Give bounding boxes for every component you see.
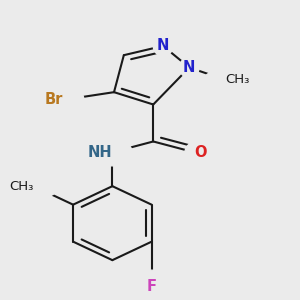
Text: Br: Br	[45, 92, 63, 107]
Ellipse shape	[43, 85, 84, 114]
Ellipse shape	[93, 139, 132, 166]
Text: F: F	[147, 279, 157, 294]
Ellipse shape	[185, 143, 203, 162]
Ellipse shape	[143, 270, 160, 287]
Ellipse shape	[179, 57, 199, 78]
Text: CH₃: CH₃	[225, 73, 250, 86]
Text: N: N	[183, 60, 195, 75]
Ellipse shape	[9, 173, 59, 199]
Text: NH: NH	[88, 145, 112, 160]
Text: N: N	[157, 38, 169, 53]
Ellipse shape	[204, 69, 246, 91]
Text: CH₃: CH₃	[10, 180, 34, 193]
Text: O: O	[194, 145, 207, 160]
Ellipse shape	[153, 36, 173, 56]
